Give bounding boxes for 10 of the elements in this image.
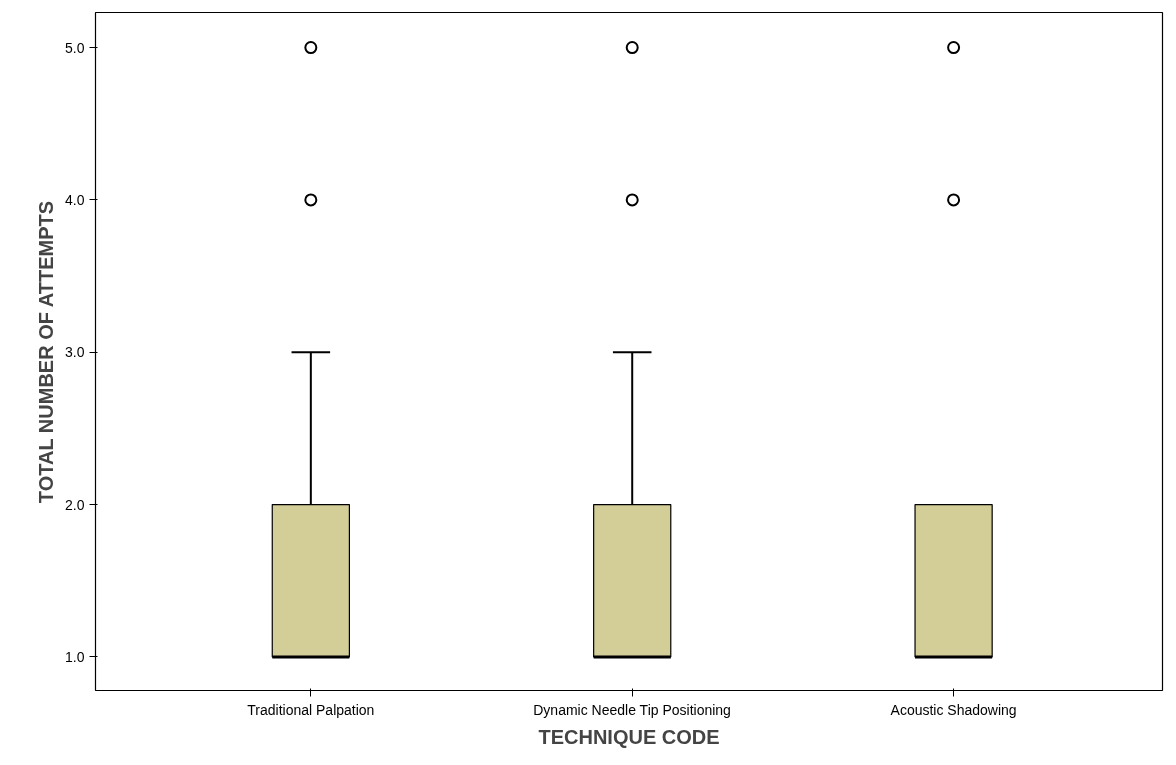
y-tick-label: 5.0 — [65, 39, 85, 56]
y-tick-label: 4.0 — [65, 191, 85, 208]
x-axis-title: TECHNIQUE CODE — [538, 725, 720, 748]
y-tick-label: 2.0 — [65, 496, 85, 513]
y-axis-title: TOTAL NUMBER OF ATTEMPTS — [35, 200, 58, 504]
x-tick-label: Dynamic Needle Tip Positioning — [533, 701, 731, 718]
y-tick-label: 3.0 — [65, 344, 85, 361]
x-tick-label: Traditional Palpation — [247, 701, 375, 718]
x-tick-label: Acoustic Shadowing — [890, 701, 1017, 718]
y-tick-label: 1.0 — [65, 648, 85, 665]
